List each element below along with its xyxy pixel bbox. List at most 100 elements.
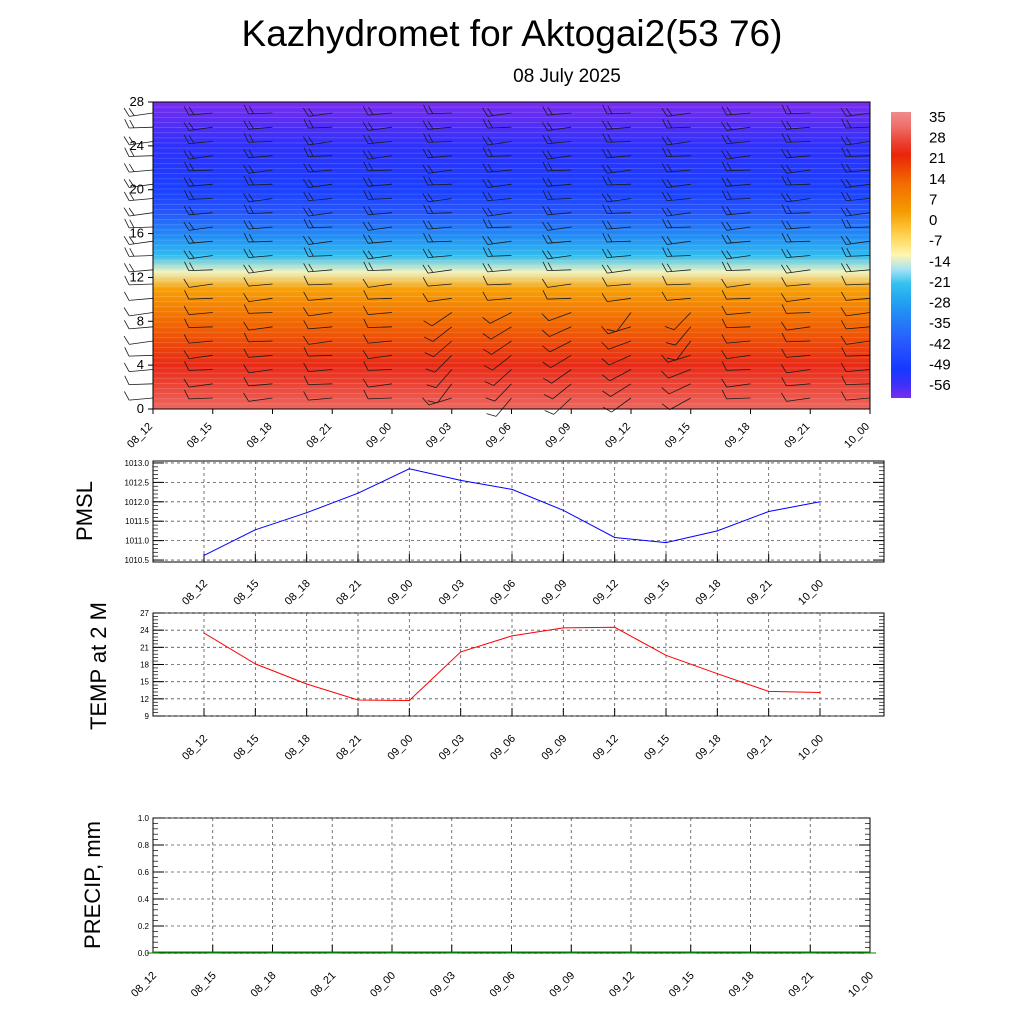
wind-barb (781, 133, 811, 143)
wind-barb-flag (721, 221, 728, 231)
wind-barb (243, 392, 273, 402)
wind-barb-flag (422, 397, 430, 406)
wind-barb-flag (840, 136, 847, 146)
wind-barb-flag (243, 248, 249, 258)
wind-barb-shaft (427, 226, 452, 230)
wind-barb-shaft (368, 240, 393, 244)
wind-barb (840, 178, 871, 188)
wind-barb (482, 136, 512, 146)
wind-barb-flag (487, 136, 494, 145)
wind-barb-shaft (427, 297, 452, 303)
wind-barb-flag (482, 191, 488, 201)
wind-barb-flag (368, 135, 374, 144)
wind-barb (721, 261, 751, 272)
wind-barb-flag (846, 219, 852, 228)
wind-barb (601, 248, 632, 258)
wind-barb-shaft (607, 297, 632, 303)
wind-barb-flag (248, 264, 255, 273)
wind-barb-flag (362, 278, 369, 288)
wind-barb-flag (721, 121, 728, 131)
wind-barb-flag (188, 206, 195, 215)
wind-barb (781, 377, 811, 387)
wind-barb-shaft (368, 326, 393, 329)
wind-barb (542, 261, 572, 272)
wind-barb-flag (602, 390, 611, 397)
wind-barb (840, 235, 871, 245)
x-tick-label: 09_21 (745, 578, 775, 608)
wind-barb (482, 107, 512, 117)
wind-barb (841, 147, 871, 157)
wind-barb-shaft (846, 326, 871, 330)
wind-barb-flag (422, 148, 429, 158)
colorbar-label: -28 (929, 295, 951, 312)
data-point (306, 512, 308, 514)
wind-barb (123, 362, 154, 372)
wind-barb-flag (482, 207, 489, 217)
wind-barb-flag (243, 104, 249, 115)
wind-barb-shaft (188, 326, 213, 329)
wind-barb-flag (243, 176, 249, 186)
wind-barb-shaft (487, 155, 512, 157)
wind-barb-shaft (188, 141, 213, 144)
wind-barb-shaft (547, 155, 572, 160)
data-point (819, 501, 821, 503)
wind-barb-flag (781, 348, 787, 358)
wind-barb (661, 383, 691, 395)
wind-barb-flag (841, 347, 847, 357)
wind-barb (721, 290, 751, 300)
wind-barb-flag (243, 120, 249, 130)
wind-barb-flag (368, 162, 374, 171)
wind-barb (362, 278, 393, 288)
wind-barb-flag (542, 290, 548, 300)
wind-barb (780, 264, 811, 274)
precip-bar (266, 952, 279, 954)
wind-barb-flag (601, 120, 608, 130)
wind-barb (541, 121, 572, 131)
wind-barb-flag (840, 391, 847, 401)
wind-barb-flag (243, 304, 249, 314)
wind-barb-flag (601, 164, 608, 174)
wind-barb-flag (661, 235, 668, 245)
wind-barb (601, 193, 632, 203)
wind-barb-flag (483, 348, 492, 355)
wind-barb-shaft (668, 369, 691, 379)
wind-barb-flag (303, 263, 309, 273)
wind-barb-shaft (552, 383, 572, 400)
wind-barb (780, 164, 811, 174)
wind-barb-flag (303, 191, 309, 201)
x-tick-label: 09_03 (437, 733, 467, 763)
wind-barb-shaft (308, 155, 333, 157)
wind-barb-shaft (726, 297, 751, 300)
wind-barb-flag (661, 370, 669, 379)
wind-barb-flag (547, 235, 553, 244)
pmsl-panel: 1010.5 1011.0 1011.5 1012.0 1012.5 1013.0 08_1… (72, 459, 885, 608)
wind-barb-flag (602, 176, 608, 186)
wind-barb-flag (422, 248, 429, 258)
wind-barb (721, 334, 751, 344)
wind-barb-shaft (666, 283, 691, 286)
wind-barb-shaft (129, 397, 154, 401)
wind-barb-flag (424, 336, 434, 342)
wind-barb-flag (188, 222, 195, 230)
wind-barb-shaft (248, 269, 273, 274)
wind-barb-shaft (608, 340, 632, 350)
wind-barb (303, 147, 333, 157)
precip-panel: 0.0 0.2 0.4 0.6 0.8 1.0 08_12 08_15 08_18 08_21 09… (80, 814, 876, 1000)
wind-barb-shaft (129, 269, 154, 273)
wind-barb-flag (363, 389, 369, 400)
wind-barb (601, 148, 632, 159)
wind-barb (363, 290, 393, 300)
wind-barb-flag (303, 362, 309, 372)
wind-barb-shaft (129, 169, 154, 173)
wind-barb-flag (845, 108, 852, 116)
wind-barb-shaft (726, 397, 751, 400)
wind-barb-flag (846, 248, 852, 257)
wind-barb-flag (303, 119, 309, 129)
wind-barb-flag (786, 134, 792, 143)
wind-barb (184, 361, 213, 371)
wind-barb (721, 305, 751, 315)
wind-barb-flag (721, 278, 728, 288)
data-point (203, 554, 205, 557)
wind-barb-shaft (487, 240, 512, 245)
wind-barb-shaft (129, 383, 154, 386)
